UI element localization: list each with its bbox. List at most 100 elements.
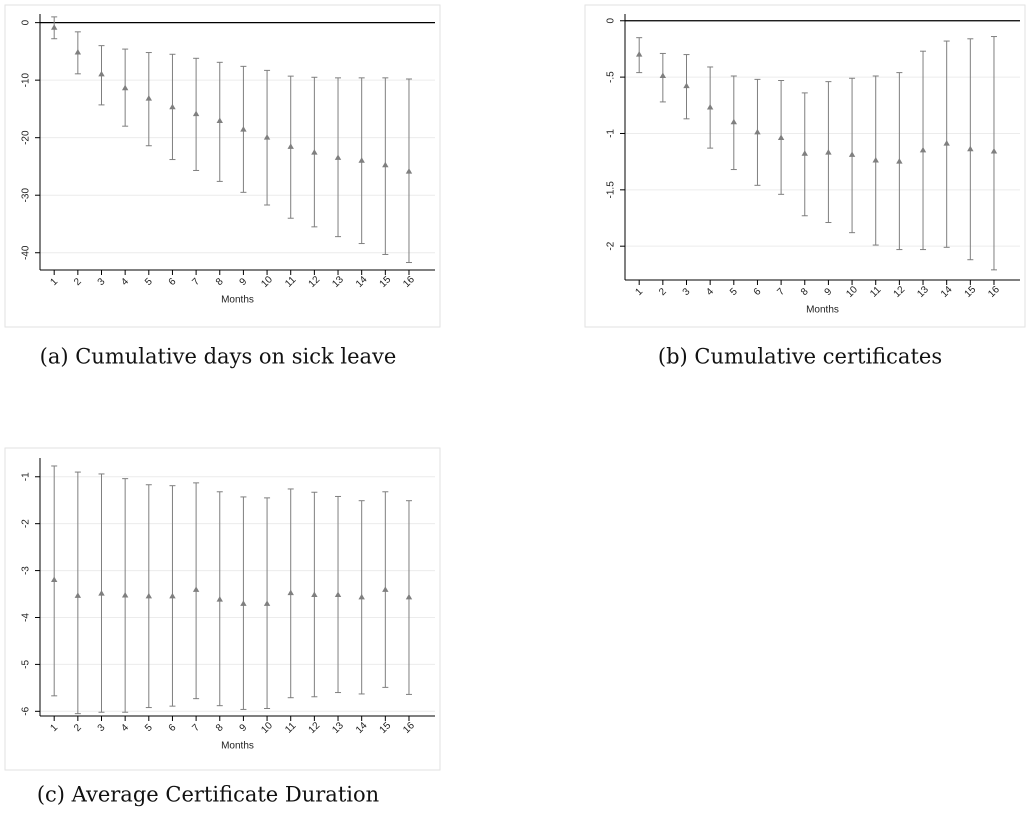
x-tick-label: 11 — [283, 720, 298, 735]
y-tick-label: -30 — [21, 188, 32, 203]
y-tick-label: -4 — [21, 613, 32, 622]
point-marker — [990, 148, 998, 154]
point-marker — [287, 143, 294, 149]
caption: (a) Cumulative days on sick leave — [40, 345, 397, 369]
x-tick-label: 10 — [844, 284, 860, 300]
point-marker — [145, 95, 153, 101]
point-marker — [334, 154, 342, 160]
x-tick-label: 16 — [401, 274, 417, 290]
point-marker — [706, 104, 714, 110]
y-tick-label: 0 — [21, 19, 32, 25]
x-tick-label: 5 — [728, 286, 740, 298]
x-tick-label: 4 — [119, 276, 131, 288]
point-marker — [240, 600, 247, 606]
point-marker — [98, 70, 105, 77]
point-marker — [872, 157, 879, 163]
y-tick-label: -1 — [21, 472, 32, 481]
panel-frame — [4, 4, 441, 328]
x-tick-label: 13 — [330, 720, 346, 736]
x-tick-label: 12 — [307, 720, 323, 736]
x-tick-label: 4 — [119, 722, 131, 734]
x-tick-label: 7 — [190, 276, 202, 288]
panel-frame — [584, 4, 1026, 328]
x-tick-label: 10 — [259, 274, 275, 290]
point-marker — [145, 592, 153, 599]
point-marker — [896, 158, 903, 164]
x-axis-label: Months — [221, 741, 254, 752]
x-tick-label: 9 — [238, 722, 250, 734]
caption: (b) Cumulative certificates — [658, 345, 942, 369]
x-axis-label: Months — [221, 295, 254, 306]
x-tick-label: 8 — [214, 276, 226, 288]
point-marker — [263, 600, 271, 606]
point-marker — [635, 51, 643, 57]
point-marker — [74, 49, 82, 55]
x-tick-label: 16 — [401, 720, 417, 736]
x-tick-label: 15 — [378, 720, 394, 736]
point-marker — [311, 149, 318, 155]
point-marker — [192, 110, 200, 117]
x-tick-label: 12 — [892, 284, 908, 300]
x-tick-label: 5 — [143, 722, 155, 734]
point-marker — [801, 150, 808, 156]
y-tick-label: 0 — [606, 18, 617, 24]
x-tick-label: 7 — [190, 722, 202, 734]
point-marker — [50, 576, 58, 582]
x-tick-label: 1 — [48, 722, 60, 734]
x-tick-label: 8 — [214, 722, 226, 734]
point-marker — [358, 593, 365, 600]
point-marker — [192, 586, 200, 592]
x-tick-label: 3 — [681, 286, 693, 298]
x-tick-label: 15 — [378, 274, 394, 290]
x-axis-label: Months — [806, 305, 839, 316]
point-marker — [334, 591, 342, 597]
y-tick-label: -1 — [606, 129, 617, 138]
x-tick-label: 9 — [238, 276, 250, 288]
point-marker — [382, 161, 389, 168]
caption: (c) Average Certificate Duration — [37, 783, 379, 807]
y-tick-label: -1.5 — [606, 181, 617, 199]
x-tick-label: 12 — [307, 274, 323, 290]
x-tick-label: 16 — [986, 284, 1002, 300]
point-marker — [74, 592, 82, 598]
x-tick-label: 3 — [96, 722, 108, 734]
point-marker — [754, 128, 761, 135]
x-tick-label: 2 — [72, 276, 84, 288]
x-tick-label: 11 — [868, 284, 883, 299]
x-tick-label: 6 — [752, 286, 764, 298]
x-tick-label: 13 — [915, 284, 931, 300]
y-tick-label: -5 — [21, 660, 32, 669]
point-marker — [240, 126, 247, 132]
point-marker — [777, 134, 785, 140]
x-tick-label: 1 — [48, 276, 60, 288]
point-marker — [825, 149, 832, 155]
point-marker — [98, 590, 105, 596]
x-tick-label: 8 — [799, 286, 811, 298]
y-tick-label: -20 — [21, 130, 32, 145]
x-tick-label: 1 — [633, 286, 645, 298]
point-marker — [216, 596, 223, 602]
x-tick-label: 6 — [167, 722, 179, 734]
x-tick-label: 14 — [354, 720, 370, 736]
x-tick-label: 11 — [283, 274, 298, 289]
y-tick-label: -2 — [21, 519, 32, 528]
point-marker — [683, 82, 690, 89]
point-marker — [50, 24, 58, 30]
point-marker — [121, 84, 129, 91]
point-marker — [659, 72, 667, 78]
x-tick-label: 14 — [939, 284, 955, 300]
y-tick-label: -40 — [21, 245, 32, 260]
panel-frame — [4, 447, 441, 771]
y-tick-label: -.5 — [606, 71, 617, 83]
point-marker — [311, 591, 318, 597]
point-marker — [848, 151, 856, 157]
y-tick-label: -2 — [606, 241, 617, 250]
y-tick-label: -6 — [21, 706, 32, 715]
x-tick-label: 3 — [96, 276, 108, 288]
point-marker — [967, 145, 974, 152]
x-tick-label: 7 — [775, 286, 787, 298]
y-tick-label: -10 — [21, 72, 32, 87]
x-tick-label: 6 — [167, 276, 179, 288]
point-marker — [919, 146, 927, 153]
